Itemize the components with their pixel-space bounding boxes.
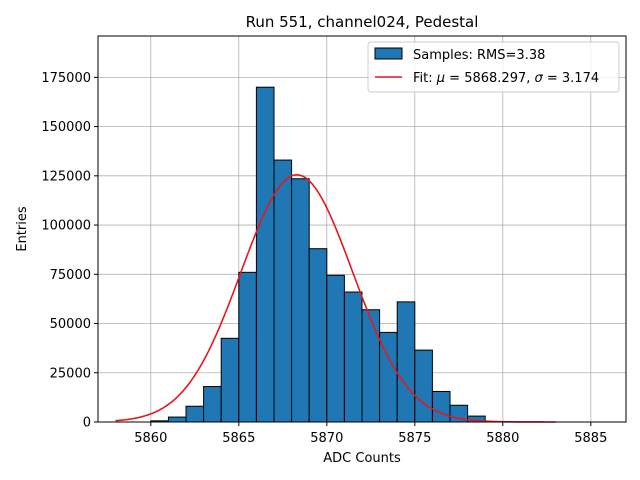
histogram-bar bbox=[414, 349, 433, 423]
histogram-bar bbox=[220, 337, 240, 423]
histogram-bars bbox=[150, 86, 486, 423]
histogram-bar bbox=[431, 390, 451, 423]
histogram-bar bbox=[255, 86, 275, 423]
legend-fit-sigma-symbol: σ bbox=[535, 71, 544, 86]
histogram-bar bbox=[326, 274, 345, 423]
legend-histogram-swatch bbox=[374, 47, 403, 60]
y-tick-label: 150000 bbox=[41, 120, 91, 135]
y-tick-label: 175000 bbox=[41, 71, 91, 86]
legend-fit-mu-symbol: μ bbox=[436, 71, 445, 86]
histogram-bar bbox=[308, 248, 328, 423]
legend-box bbox=[367, 41, 620, 93]
x-tick-label: 5860 bbox=[134, 431, 167, 446]
x-axis-label: ADC Counts bbox=[323, 451, 401, 466]
y-axis-label: Entries bbox=[15, 206, 30, 252]
legend-fit-label: Fit: μ = 5868.297, σ = 3.174 bbox=[413, 71, 599, 86]
x-axis-ticks: 5860 5865 5870 5875 5880 5885 bbox=[134, 422, 607, 446]
legend-fit-prefix: Fit: bbox=[413, 71, 437, 86]
chart-title: Run 551, channel024, Pedestal bbox=[246, 13, 479, 31]
x-tick-label: 5880 bbox=[486, 431, 519, 446]
y-axis-ticks: 0 25000 50000 75000 100000 125000 150000 175000 bbox=[41, 71, 98, 431]
legend-fit-sigma-value: = 3.174 bbox=[543, 71, 599, 86]
legend-histogram-label: Samples: RMS=3.38 bbox=[413, 48, 545, 63]
y-tick-label: 25000 bbox=[50, 366, 91, 381]
histogram-bar bbox=[273, 159, 293, 423]
x-tick-label: 5870 bbox=[310, 431, 343, 446]
legend-fit-mu-value: = 5868.297, bbox=[445, 71, 534, 86]
y-tick-label: 50000 bbox=[50, 317, 91, 332]
histogram-bar bbox=[203, 386, 222, 423]
histogram-bar bbox=[361, 309, 381, 423]
histogram-bar bbox=[291, 178, 310, 423]
x-tick-label: 5885 bbox=[574, 431, 607, 446]
histogram-bar bbox=[185, 405, 205, 423]
y-tick-label: 125000 bbox=[41, 169, 91, 184]
grid bbox=[98, 36, 626, 423]
plot-frame bbox=[97, 35, 627, 423]
legend: Samples: RMS=3.38 Fit: μ = 5868.297, σ =… bbox=[367, 41, 620, 93]
histogram-bar bbox=[238, 271, 257, 423]
x-tick-label: 5865 bbox=[222, 431, 255, 446]
fit-curve bbox=[115, 174, 556, 423]
y-tick-label: 100000 bbox=[41, 219, 91, 234]
x-tick-label: 5875 bbox=[398, 431, 431, 446]
histogram-bar bbox=[396, 301, 416, 423]
y-tick-label: 0 bbox=[83, 416, 91, 431]
histogram-bar bbox=[343, 291, 363, 423]
y-tick-label: 75000 bbox=[50, 268, 91, 283]
histogram-bar bbox=[167, 416, 187, 423]
